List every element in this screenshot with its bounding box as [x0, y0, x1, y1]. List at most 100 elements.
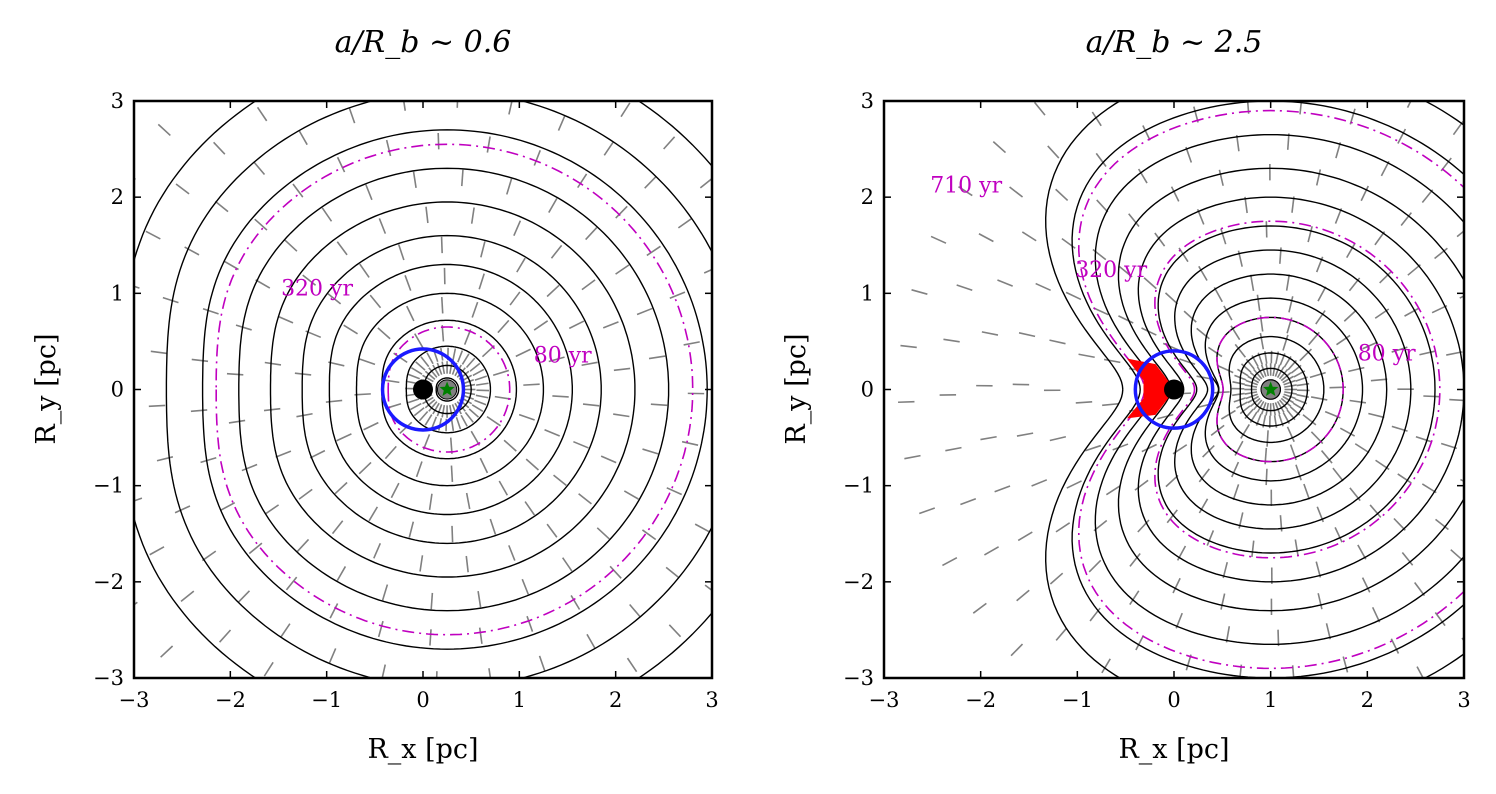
vector-dash	[368, 506, 379, 522]
vector-dash	[1137, 168, 1148, 184]
vector-dash	[1276, 366, 1285, 378]
vector-dash	[1061, 238, 1076, 249]
vector-dash	[1244, 408, 1254, 420]
vector-dash	[414, 333, 424, 349]
vector-dash	[1078, 353, 1095, 359]
vector-dash	[285, 576, 298, 591]
vector-dash	[1249, 397, 1261, 407]
vector-dash	[418, 410, 429, 422]
vector-dash	[1334, 208, 1343, 224]
vector-dash	[156, 456, 174, 462]
black-hole-marker	[413, 379, 433, 400]
vector-dash	[1260, 364, 1267, 377]
vector-dash	[449, 361, 453, 375]
vector-dash	[1143, 277, 1157, 290]
vector-dash	[469, 362, 481, 372]
vector-dash	[298, 488, 313, 500]
vector-dash	[1230, 325, 1241, 341]
vector-dash	[1164, 292, 1179, 305]
vector-dash	[365, 184, 373, 201]
wavefront-contour-12	[1071, 101, 1464, 678]
vector-dash	[1423, 395, 1440, 398]
vector-dash	[1317, 286, 1327, 302]
vector-dash	[226, 372, 244, 376]
vector-dash	[513, 220, 522, 237]
vector-dash	[420, 356, 430, 368]
vector-dash	[174, 505, 191, 514]
age-label: 320 yr	[1075, 258, 1147, 283]
vector-dash	[1118, 315, 1134, 324]
vector-dash	[806, 272, 822, 277]
vector-dash	[381, 584, 389, 601]
vector-dash	[1346, 243, 1356, 259]
vector-dash	[1315, 310, 1326, 325]
vector-dash	[1434, 611, 1446, 627]
vector-dash	[677, 217, 693, 229]
vector-dash	[475, 394, 489, 399]
vector-dash	[620, 102, 631, 118]
vector-dash	[1282, 334, 1289, 351]
vector-dash	[1310, 396, 1328, 401]
vector-dash	[1400, 212, 1412, 226]
wavefront-contour-3	[381, 319, 518, 460]
vector-dash	[369, 294, 382, 309]
vector-dash	[218, 629, 232, 643]
vector-dash	[284, 239, 298, 252]
vector-dash	[503, 439, 517, 452]
vector-dash	[378, 218, 387, 234]
vector-dash	[1223, 305, 1233, 321]
vector-dash	[1354, 443, 1370, 454]
vector-dash	[249, 51, 257, 65]
x-tick-label: −2	[965, 688, 996, 712]
vector-dash	[384, 445, 397, 460]
vector-dash	[1401, 552, 1414, 566]
vector-dash	[256, 106, 268, 122]
vector-dash	[415, 461, 423, 478]
vector-dash	[577, 173, 588, 189]
vector-dash	[1084, 444, 1102, 452]
vector-dash	[1234, 343, 1247, 358]
vector-dash	[729, 373, 745, 374]
vector-dash	[533, 149, 541, 166]
vector-dash	[930, 235, 947, 244]
y-tick-label: 0	[111, 378, 124, 402]
vector-dash	[327, 293, 342, 305]
vector-dash	[1135, 635, 1145, 651]
vector-dash	[943, 338, 960, 343]
vector-dash	[1179, 358, 1196, 366]
panel-left-plot-area: 320 yr 80 yr	[134, 0, 822, 729]
vector-dash	[529, 7, 533, 23]
vector-dash	[1096, 199, 1109, 213]
vector-dash	[432, 402, 440, 415]
vector-dash	[1206, 530, 1215, 546]
vector-dash	[1105, 485, 1121, 496]
vector-dash	[960, 498, 977, 506]
wavefront-contour-7	[1173, 249, 1412, 530]
vector-dash	[252, 715, 260, 729]
vector-dash	[1370, 378, 1388, 382]
vector-dash	[1021, 231, 1037, 242]
vector-dash	[1081, 70, 1089, 84]
vector-dash	[581, 279, 596, 291]
vector-dash	[1198, 468, 1210, 483]
vector-dash	[1325, 623, 1332, 640]
vector-dash	[1093, 307, 1109, 316]
vector-dash	[1157, 413, 1174, 420]
vector-dash	[450, 418, 455, 431]
vector-dash	[358, 461, 372, 475]
panel-left-xlabel: R_x [pc]	[367, 734, 478, 765]
vector-dash	[1278, 399, 1289, 411]
vector-dash	[422, 396, 434, 405]
vector-dash	[410, 367, 423, 375]
vector-dash	[650, 403, 668, 407]
vector-dash	[336, 241, 348, 256]
vector-dash	[1244, 391, 1258, 395]
vector-dash	[526, 615, 534, 632]
vector-dash	[336, 566, 347, 582]
vector-dash	[321, 207, 333, 222]
vector-dash	[755, 491, 771, 496]
vector-dash	[1196, 327, 1210, 340]
vector-dash	[402, 101, 407, 111]
vector-dash	[1274, 402, 1281, 415]
vector-dash	[416, 0, 417, 15]
